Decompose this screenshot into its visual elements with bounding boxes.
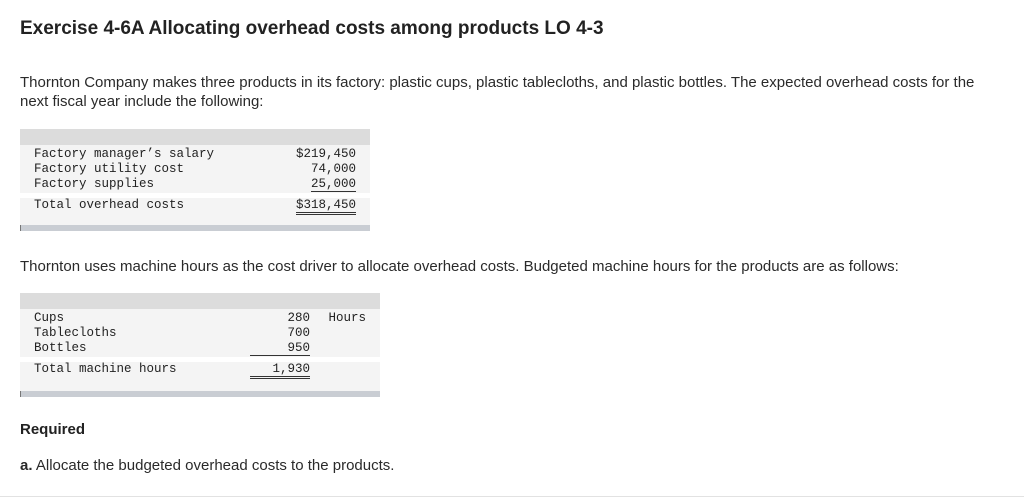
row-label: Tablecloths bbox=[34, 326, 117, 340]
table-corner-mark bbox=[20, 391, 21, 397]
table-corner-mark bbox=[20, 225, 21, 231]
intro-paragraph: Thornton Company makes three products in… bbox=[20, 74, 975, 110]
row-separator bbox=[20, 193, 370, 198]
row-value: 25,000 bbox=[310, 177, 356, 192]
requirement-a: a. Allocate the budgeted overhead costs … bbox=[20, 456, 1000, 475]
row-label: Factory utility cost bbox=[34, 162, 185, 176]
table-row: Factory manager’s salary $219,450 bbox=[34, 147, 356, 163]
table-row: Factory utility cost 74,000 bbox=[34, 162, 356, 178]
table-row: Bottles 950 bbox=[34, 341, 366, 357]
required-heading: Required bbox=[20, 421, 86, 438]
row-label: Factory supplies bbox=[34, 177, 155, 191]
row-separator bbox=[20, 357, 380, 362]
row-value: $219,450 bbox=[295, 147, 356, 161]
table-row: Factory supplies 25,000 bbox=[34, 177, 356, 193]
table-footer-band bbox=[20, 225, 370, 231]
table-row: Cups 280 Hours bbox=[34, 311, 366, 327]
table-footer-band bbox=[20, 391, 380, 397]
total-label: Total overhead costs bbox=[34, 198, 185, 212]
machine-hours-table: Cups 280 Hours Tablecloths 700 Bottles 9… bbox=[20, 293, 380, 397]
requirement-a-prefix: a. bbox=[20, 457, 33, 474]
total-value: $318,450 bbox=[295, 198, 356, 215]
requirement-a-text: Allocate the budgeted overhead costs to … bbox=[35, 457, 395, 474]
row-value: 280 bbox=[287, 311, 310, 325]
total-row: Total overhead costs $318,450 bbox=[34, 198, 356, 215]
row-unit: Hours bbox=[328, 311, 366, 325]
total-label: Total machine hours bbox=[34, 362, 177, 376]
cost-driver-paragraph: Thornton uses machine hours as the cost … bbox=[20, 258, 899, 275]
exercise-title: Exercise 4-6A Allocating overhead costs … bbox=[20, 18, 604, 39]
total-row: Total machine hours 1,930 bbox=[34, 362, 366, 379]
row-value: 700 bbox=[287, 326, 310, 340]
row-value: 950 bbox=[250, 341, 310, 356]
table-header-band bbox=[20, 293, 380, 309]
table-row: Tablecloths 700 bbox=[34, 326, 366, 342]
total-value: 1,930 bbox=[250, 362, 310, 379]
table-header-band bbox=[20, 129, 370, 145]
row-value: 74,000 bbox=[310, 162, 356, 176]
overhead-costs-table: Factory manager’s salary $219,450 Factor… bbox=[20, 129, 370, 231]
row-label: Cups bbox=[34, 311, 65, 325]
row-label: Bottles bbox=[34, 341, 87, 355]
bottom-divider bbox=[0, 496, 1024, 497]
row-label: Factory manager’s salary bbox=[34, 147, 215, 161]
